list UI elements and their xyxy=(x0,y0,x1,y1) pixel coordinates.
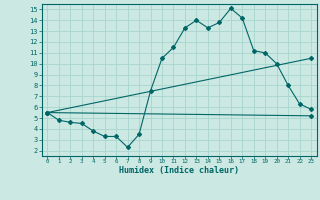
X-axis label: Humidex (Indice chaleur): Humidex (Indice chaleur) xyxy=(119,166,239,175)
